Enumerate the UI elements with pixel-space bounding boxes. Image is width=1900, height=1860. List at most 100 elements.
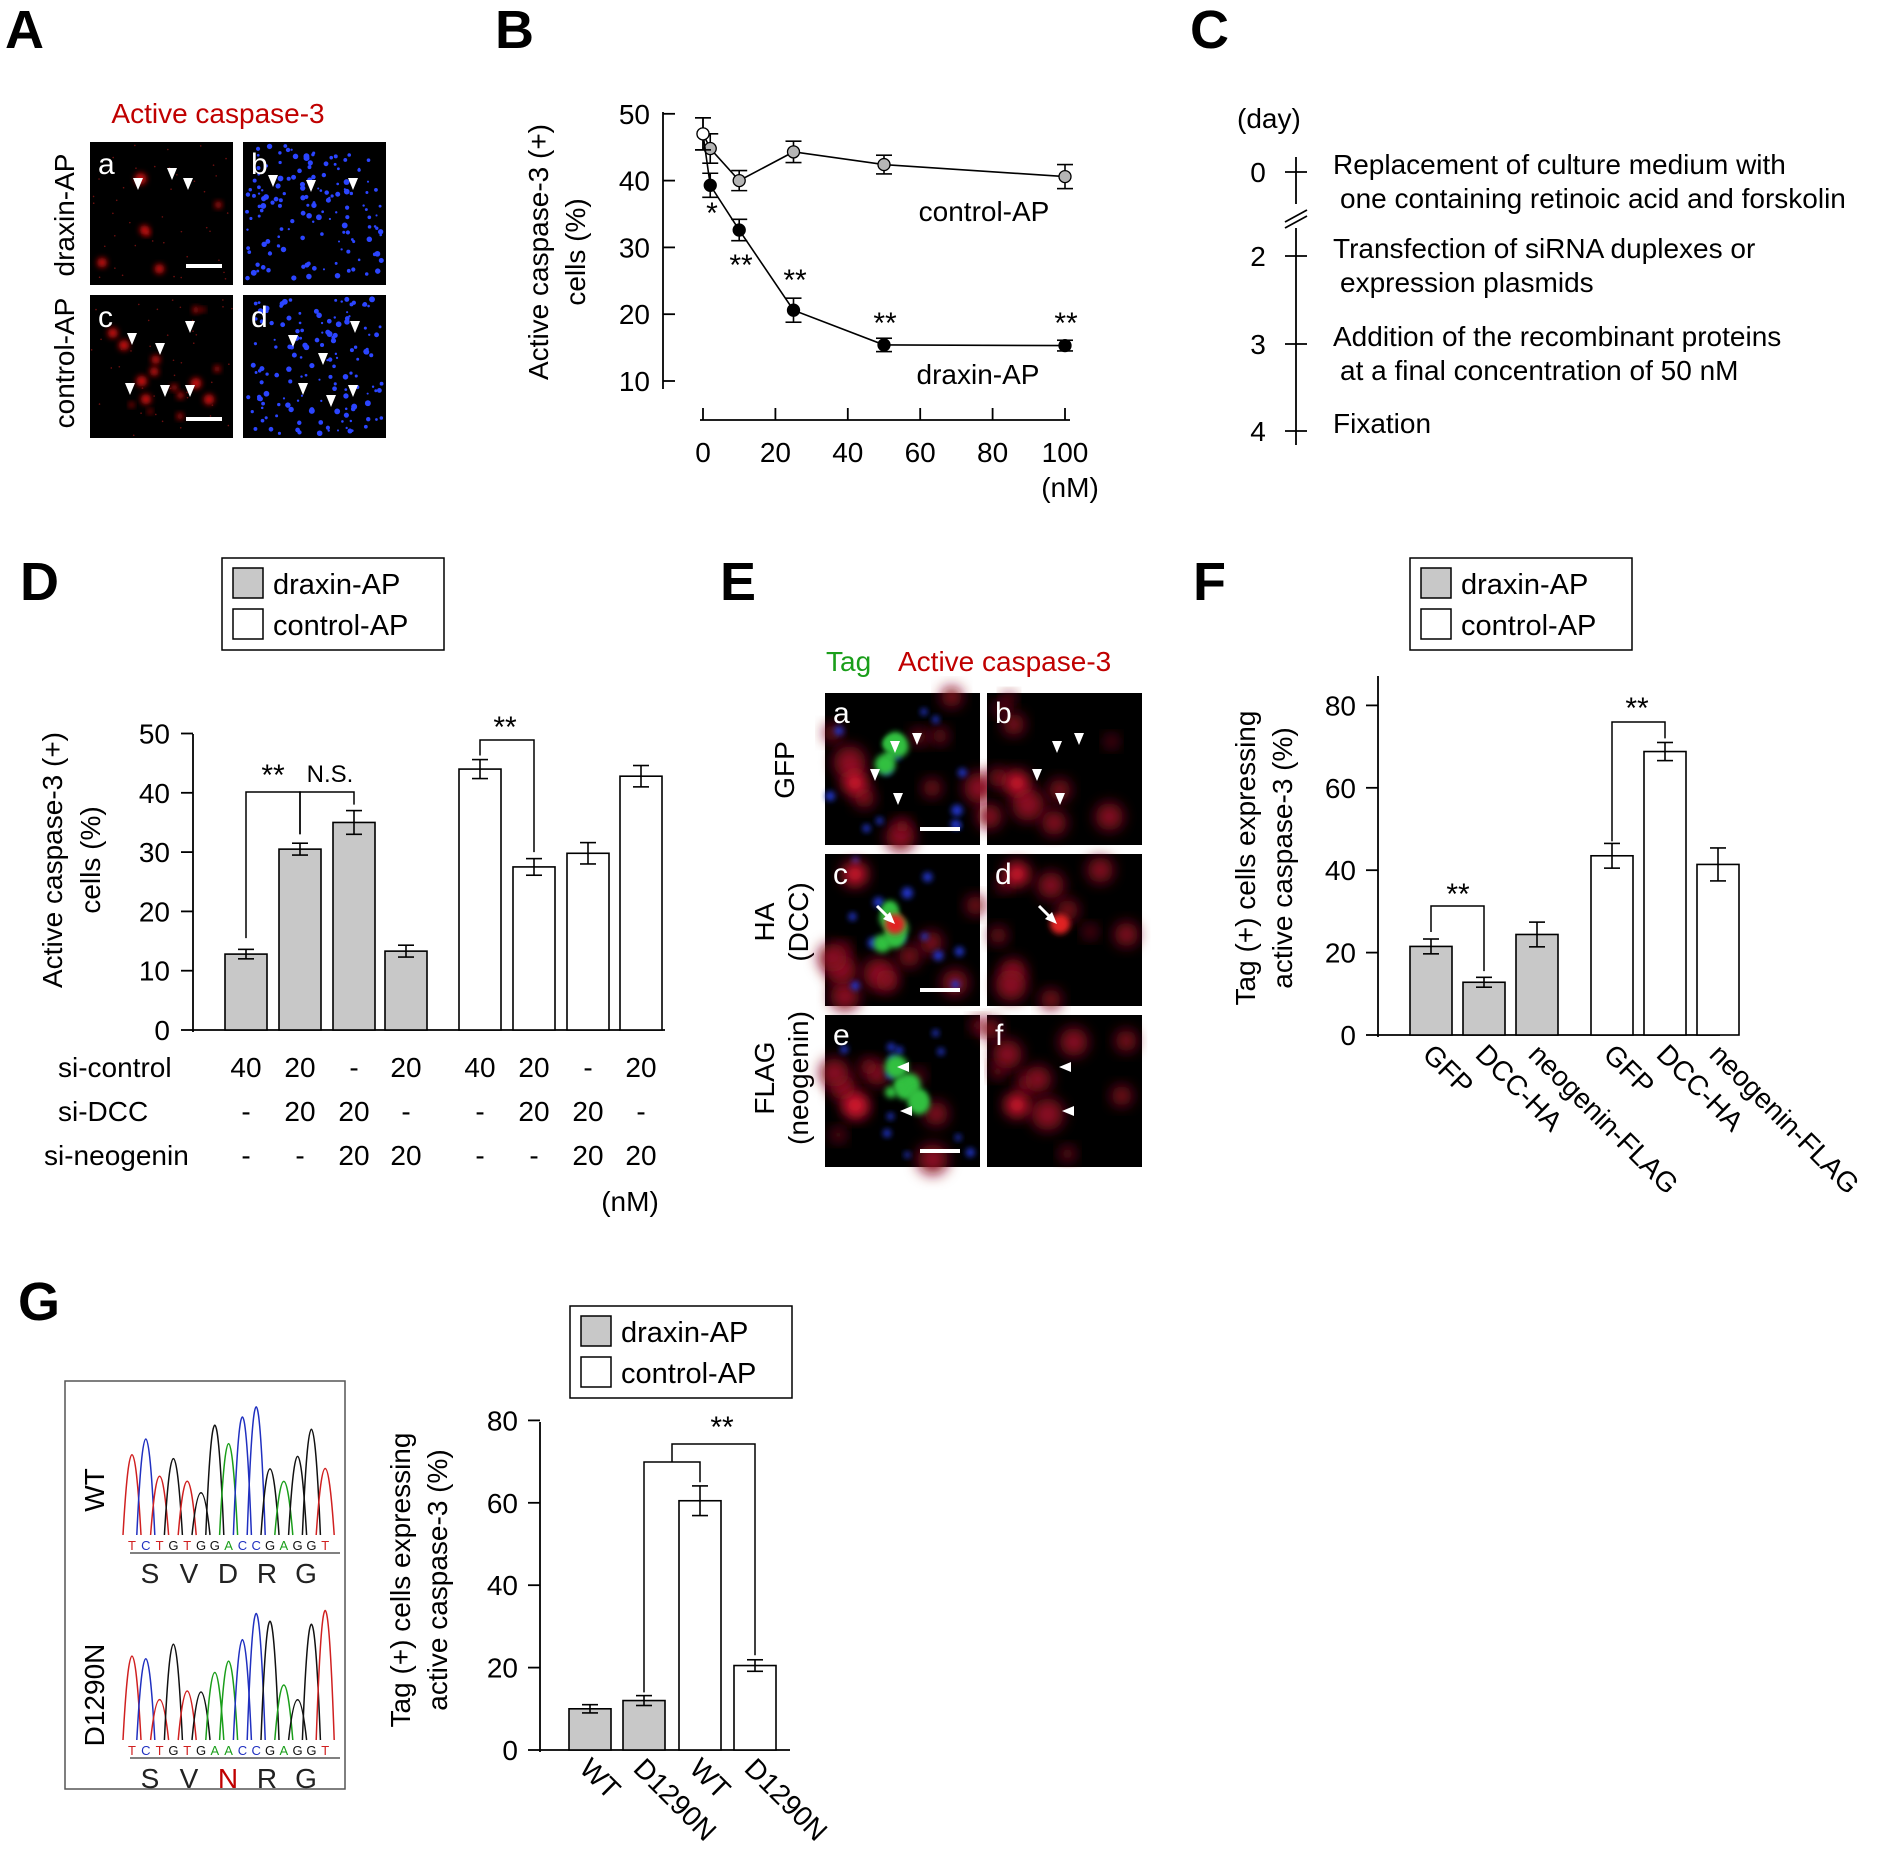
nucleus-dot	[375, 418, 378, 421]
background-signal	[1040, 989, 1061, 1010]
noise-dot	[98, 403, 101, 405]
d-row-si-dcc: si-DCC	[58, 1096, 148, 1127]
panel-c: C (day) 0 Replacement of culture medium w…	[1190, 0, 1846, 447]
nucleus-dot	[278, 198, 283, 203]
d-bar	[224, 953, 268, 1031]
nucleus-dot	[246, 246, 251, 251]
base-letter: T	[156, 1743, 164, 1758]
d-error-bar	[526, 857, 542, 877]
base-letter: T	[128, 1743, 136, 1758]
nucleus-dot	[350, 429, 354, 432]
nucleus-dot	[300, 328, 304, 333]
nucleus-dot	[324, 190, 329, 195]
nucleus-dot	[253, 342, 257, 346]
arrowhead-icon	[1059, 1062, 1071, 1072]
noise-dot	[118, 365, 121, 368]
nucleus-dot	[290, 218, 295, 224]
noise-dot	[95, 308, 97, 311]
g-error-bar	[692, 1485, 708, 1517]
nucleus-dot	[363, 326, 367, 330]
micrographs-e: a b c d e f	[818, 686, 1142, 1175]
caspase-signal	[843, 771, 867, 795]
c-break-mark	[1284, 215, 1308, 229]
nucleus-dot	[362, 204, 365, 207]
nucleus-dot	[288, 298, 293, 302]
noise-dot	[231, 307, 233, 310]
background-signal	[1059, 1028, 1088, 1057]
background-signal	[1049, 779, 1071, 801]
nucleus-dot	[257, 192, 261, 195]
c-day-label: 3	[1250, 329, 1266, 360]
noise-dot	[134, 244, 137, 247]
nucleus-dot	[333, 316, 336, 319]
nucleus-signal	[887, 1042, 896, 1052]
base-letter: C	[141, 1743, 150, 1758]
f-y-tick-label: 40	[1325, 855, 1356, 886]
caspase-signal	[176, 413, 184, 420]
e-row-gfp: GFP	[769, 741, 800, 799]
f-bar	[1409, 945, 1453, 1036]
nucleus-dot	[279, 227, 284, 231]
noise-dot	[179, 306, 182, 309]
caspase-signal	[149, 367, 159, 376]
caspase-signal	[129, 402, 135, 408]
nucleus-dot	[311, 266, 317, 271]
subpanel-letter: d	[995, 858, 1012, 891]
nucleus-dot	[322, 268, 326, 271]
noise-dot	[112, 212, 114, 215]
arrowhead-icon	[893, 793, 903, 805]
noise-dot	[129, 221, 131, 224]
subpanel-letter: d	[251, 301, 268, 334]
nucleus-dot	[277, 175, 284, 182]
base-letter: T	[183, 1538, 191, 1553]
caspase-signal	[843, 1093, 867, 1117]
noise-dot	[186, 391, 188, 394]
noise-dot	[147, 319, 150, 322]
micrograph-e-f: f	[979, 1015, 1142, 1167]
arrowhead-icon	[185, 385, 195, 397]
nucleus-dot	[378, 258, 384, 264]
arrowhead-icon	[155, 343, 165, 355]
nucleus-dot	[325, 329, 331, 335]
d-condition-value: -	[349, 1052, 358, 1083]
base-letter: A	[210, 1743, 219, 1758]
nucleus-dot	[280, 322, 286, 328]
background-signal	[1037, 872, 1065, 899]
amino-acid: R	[257, 1558, 277, 1589]
d-bar	[278, 848, 322, 1031]
f-error-bar	[1476, 976, 1492, 989]
nucleus-dot	[247, 250, 252, 254]
arrowhead-icon	[326, 395, 336, 407]
noise-dot	[210, 381, 213, 384]
b-series-line	[702, 133, 1066, 347]
arrowhead-icon	[125, 383, 135, 395]
nucleus-dot	[321, 172, 327, 178]
peak	[149, 1699, 170, 1741]
nucleus-dot	[321, 331, 324, 334]
nucleus-dot	[256, 153, 260, 157]
nucleus-dot	[334, 352, 338, 356]
nucleus-dot	[261, 401, 265, 406]
nucleus-dot	[245, 209, 249, 214]
f-ylabel-2: active caspase-3 (%)	[1267, 727, 1298, 988]
nucleus-dot	[317, 187, 320, 190]
chromatogram-WT: T C T G T G G A C C G A G G TS V D R G	[122, 1406, 340, 1589]
noise-dot	[218, 259, 220, 262]
d-error-bar	[472, 758, 488, 780]
noise-dot	[163, 241, 165, 244]
seq-row-wt: WT	[79, 1468, 110, 1512]
noise-dot	[134, 144, 136, 147]
d-error-bar	[580, 841, 596, 865]
panel-f-label: F	[1193, 552, 1226, 612]
d-y-tick-label: 20	[139, 896, 170, 927]
g-error-bar	[747, 1658, 763, 1673]
g-ylabel-1: Tag (+) cells expressing	[385, 1433, 416, 1728]
amino-acid: N	[218, 1763, 238, 1794]
nucleus-signal	[922, 872, 933, 882]
nucleus-dot	[333, 162, 337, 166]
background-signal	[898, 945, 920, 967]
background-signal	[990, 1064, 1005, 1079]
b-x-tick-label: 20	[760, 437, 791, 468]
background-signal	[1083, 925, 1097, 939]
noise-dot	[90, 349, 93, 351]
